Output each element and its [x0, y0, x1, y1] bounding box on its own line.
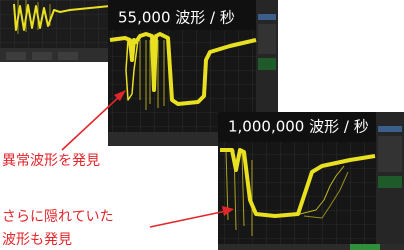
annotation: さらに隠れていた	[2, 209, 114, 225]
screen-label: 1,000,000 波形 / 秒	[228, 118, 369, 136]
annotation: 波形も発見	[2, 232, 72, 248]
screen-label: 55,000 波形 / 秒	[118, 9, 235, 27]
screenshot-small	[0, 0, 110, 62]
illustration: 55,000 波形 / 秒 1,000,000 波形 / 秒 異常波形を発見 さ…	[0, 0, 404, 250]
screenshot-large: 1,000,000 波形 / 秒	[218, 112, 404, 250]
annotation: 異常波形を発見	[2, 153, 100, 169]
page: {"screens": [{"label": "55,000 波形 / 秒"},…	[0, 0, 404, 250]
